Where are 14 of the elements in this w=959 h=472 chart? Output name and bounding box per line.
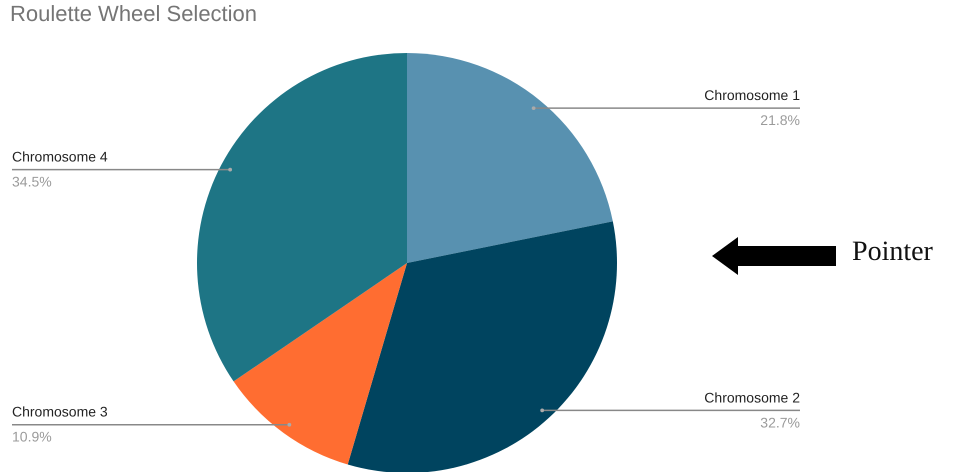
pie-slice	[234, 263, 407, 464]
slice-label: Chromosome 1	[704, 87, 800, 104]
pie-slice	[407, 53, 613, 263]
pie-slice	[348, 221, 617, 472]
data-label: 34.5%	[12, 174, 52, 190]
slice-label: Chromosome 4	[12, 148, 108, 165]
data-label: 21.8%	[760, 112, 800, 128]
data-label: 32.7%	[760, 414, 800, 430]
chart-title: Roulette Wheel Selection	[10, 1, 258, 26]
text: Pointer	[852, 236, 934, 267]
slice-label: Chromosome 3	[12, 404, 108, 420]
data-label: 10.9%	[12, 428, 52, 445]
pie-slice	[197, 53, 407, 382]
slice-label: Chromosome 2	[704, 389, 800, 406]
